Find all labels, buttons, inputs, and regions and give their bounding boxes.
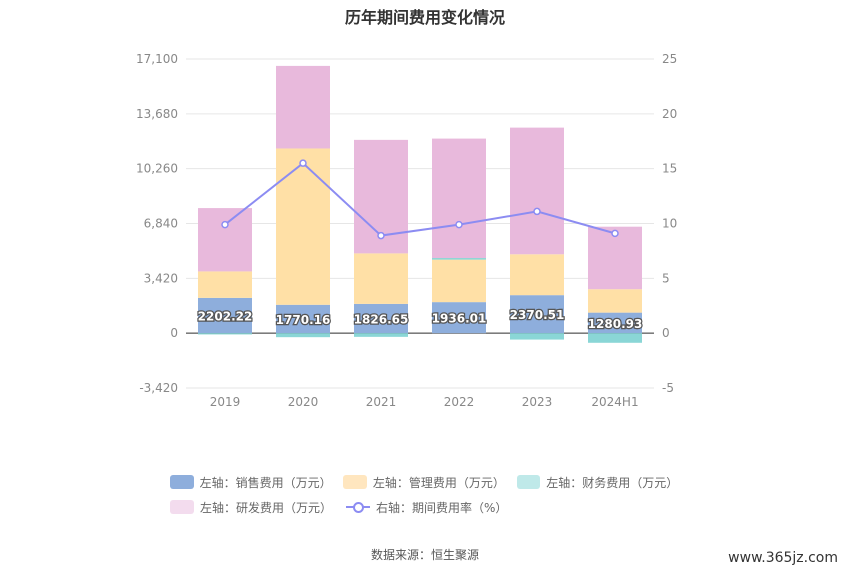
x-tick-label: 2022 bbox=[444, 395, 475, 409]
data-label: 2202.22 bbox=[198, 310, 253, 324]
legend-label-rd: 左轴：研发费用（万元） bbox=[200, 500, 333, 515]
y-right-tick-label: -5 bbox=[662, 381, 674, 395]
bar-segment-2 bbox=[510, 333, 564, 340]
legend-label-rate: 右轴：期间费用率（%） bbox=[376, 500, 508, 515]
y-right-tick-label: 0 bbox=[662, 326, 670, 340]
bar-segment-1 bbox=[198, 271, 252, 298]
x-tick-label: 2019 bbox=[210, 395, 241, 409]
data-label: 1936.01 bbox=[432, 312, 487, 326]
data-label: 1770.16 bbox=[276, 313, 331, 327]
legend-label-sales: 左轴：销售费用（万元） bbox=[199, 475, 332, 490]
y-left-tick-label: 17,100 bbox=[136, 52, 178, 66]
bar-segment-0 bbox=[588, 312, 642, 334]
legend-label-finance: 左轴：财务费用（万元） bbox=[546, 475, 679, 490]
legend-item-sales[interactable]: 左轴：销售费用（万元） bbox=[170, 474, 332, 491]
bar-segment-3 bbox=[432, 138, 486, 259]
legend: 左轴：销售费用（万元） 左轴：管理费用（万元） 左轴：财务费用（万元） 左轴：研… bbox=[170, 472, 690, 522]
bar-segment-0 bbox=[432, 302, 486, 334]
x-tick-label: 2021 bbox=[366, 395, 397, 409]
bar-segment-0 bbox=[354, 303, 408, 334]
legend-swatch-sales bbox=[170, 475, 194, 489]
legend-swatch-rd bbox=[170, 500, 194, 514]
y-left-tick-label: 6,840 bbox=[144, 217, 178, 231]
rate-line bbox=[224, 161, 616, 237]
y-left-tick-label: 13,680 bbox=[136, 107, 178, 121]
rate-point bbox=[611, 229, 619, 238]
y-right-tick-label: 5 bbox=[662, 271, 670, 285]
legend-label-admin: 左轴：管理费用（万元） bbox=[372, 475, 505, 490]
y-right-tick-label: 20 bbox=[662, 107, 677, 121]
chart-plot: 17,100 25 13,680 20 10,260 15 6,840 10 3,420 5 0 0 -… bbox=[136, 52, 677, 409]
bar-segment-1 bbox=[432, 259, 486, 303]
rate-point bbox=[299, 159, 307, 167]
y-left-tick-label: 0 bbox=[170, 326, 178, 340]
bar-segment-0 bbox=[510, 295, 564, 334]
data-label: 2370.51 bbox=[510, 308, 565, 322]
y-right-tick-label: 15 bbox=[662, 162, 677, 176]
legend-item-finance[interactable]: 左轴：财务费用（万元） bbox=[516, 474, 679, 491]
legend-swatch-finance bbox=[516, 475, 541, 489]
bar-segment-2 bbox=[198, 333, 252, 335]
y-right-tick-label: 10 bbox=[662, 217, 677, 231]
bar-segment-3 bbox=[276, 65, 330, 149]
bar-segment-2 bbox=[354, 333, 408, 337]
rate-point bbox=[221, 220, 229, 229]
rate-point bbox=[455, 220, 463, 229]
x-tick-label: 2020 bbox=[288, 395, 319, 409]
data-label: 1280.93 bbox=[588, 317, 643, 331]
bar-segment-1 bbox=[354, 253, 408, 304]
y-left-tick-label: -3,420 bbox=[139, 381, 178, 395]
y-right-tick-label: 25 bbox=[662, 52, 677, 66]
bar-segment-1 bbox=[588, 289, 642, 313]
x-tick-label: 2024H1 bbox=[591, 395, 638, 409]
legend-swatch-admin bbox=[343, 475, 367, 489]
legend-swatch-rate bbox=[346, 500, 371, 514]
x-tick-label: 2023 bbox=[522, 395, 553, 409]
source-note: 数据来源：恒生聚源 bbox=[370, 548, 479, 562]
chart-title: 历年期间费用变化情况 bbox=[344, 8, 505, 27]
data-label: 1826.65 bbox=[354, 313, 409, 327]
legend-item-rd[interactable]: 左轴：研发费用（万元） bbox=[170, 499, 332, 516]
bar-segment-3 bbox=[198, 208, 252, 272]
bar-segment-1 bbox=[510, 254, 564, 296]
bar-segment-2 bbox=[432, 258, 486, 260]
bar-segment-0 bbox=[198, 297, 252, 334]
legend-item-rate[interactable]: 右轴：期间费用率（%） bbox=[346, 499, 507, 516]
bar-segment-0 bbox=[276, 304, 330, 334]
y-left-tick-label: 3,420 bbox=[144, 271, 178, 285]
rate-point bbox=[377, 231, 385, 240]
bar-segment-3 bbox=[510, 127, 564, 255]
bar-segment-2 bbox=[276, 333, 330, 338]
watermark: www.365jz.com bbox=[728, 550, 838, 566]
y-left-tick-label: 10,260 bbox=[136, 162, 178, 176]
legend-item-admin[interactable]: 左轴：管理费用（万元） bbox=[343, 474, 505, 491]
rate-point bbox=[533, 207, 541, 216]
bar-segment-2 bbox=[588, 333, 642, 343]
bar-segment-1 bbox=[276, 148, 330, 305]
